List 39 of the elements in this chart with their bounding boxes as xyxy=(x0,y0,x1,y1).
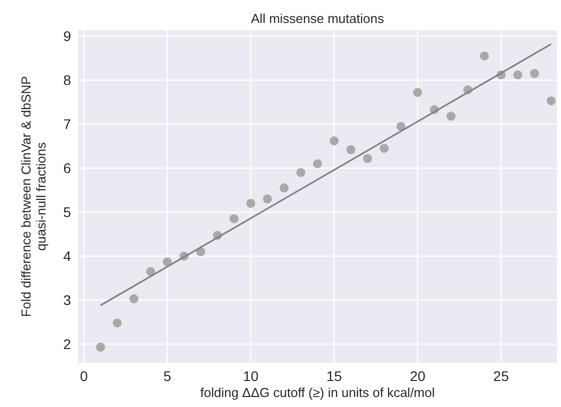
point xyxy=(262,194,272,204)
x-tick-label: 25 xyxy=(493,368,510,384)
y-tick-label: 9 xyxy=(63,28,72,44)
x-tick-label: 5 xyxy=(163,368,172,384)
point xyxy=(396,122,406,131)
y-tick-label: 5 xyxy=(63,204,72,220)
x-axis-title: folding ΔΔG cutoff (≥) in units of kcal/mol xyxy=(200,385,435,400)
y-tick-label: 6 xyxy=(63,160,72,176)
x-tick-label: 10 xyxy=(242,368,259,384)
point xyxy=(280,183,289,192)
point xyxy=(246,198,256,208)
y-tick-label: 3 xyxy=(63,292,72,308)
point xyxy=(96,342,106,352)
point xyxy=(330,136,339,146)
point xyxy=(513,70,522,80)
y-tick-label: 4 xyxy=(63,248,72,264)
point xyxy=(296,168,306,178)
point xyxy=(446,112,456,121)
y-tick-label: 8 xyxy=(63,72,72,88)
y-tick-label: 2 xyxy=(63,336,72,352)
point xyxy=(413,88,422,97)
point xyxy=(129,294,138,304)
x-tick-label: 15 xyxy=(326,368,342,384)
x-tick-label: 0 xyxy=(80,368,88,384)
point xyxy=(530,69,539,78)
point xyxy=(480,51,489,60)
point xyxy=(313,159,322,168)
point xyxy=(112,318,122,328)
point xyxy=(363,154,372,163)
point xyxy=(162,257,172,266)
x-tick-label: 20 xyxy=(410,368,426,384)
point xyxy=(346,145,356,154)
y-axis-title: Fold difference between ClinVar & dbSNP quasi-null fractions xyxy=(18,76,48,317)
chart-title: All missense mutations xyxy=(251,11,384,26)
y-tick-label: 7 xyxy=(63,116,72,132)
point xyxy=(230,214,239,224)
point xyxy=(146,267,156,276)
point xyxy=(546,96,556,106)
point xyxy=(380,144,389,153)
